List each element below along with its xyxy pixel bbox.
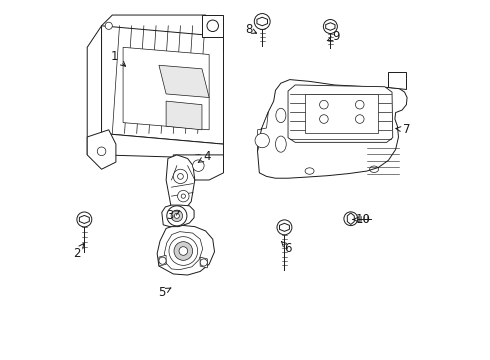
Polygon shape: [87, 130, 116, 169]
Polygon shape: [101, 134, 223, 158]
Polygon shape: [202, 15, 223, 37]
Polygon shape: [389, 72, 406, 89]
Circle shape: [97, 147, 106, 156]
Circle shape: [169, 237, 197, 265]
Circle shape: [167, 206, 187, 226]
Text: 2: 2: [73, 244, 84, 260]
Circle shape: [319, 100, 328, 109]
Text: 9: 9: [327, 30, 340, 43]
Polygon shape: [258, 80, 407, 178]
Circle shape: [105, 22, 112, 30]
Circle shape: [177, 190, 189, 202]
Circle shape: [179, 247, 188, 255]
Circle shape: [173, 169, 188, 184]
Circle shape: [171, 210, 183, 222]
Circle shape: [319, 115, 328, 123]
Polygon shape: [347, 213, 354, 225]
Polygon shape: [257, 17, 268, 26]
Circle shape: [200, 259, 207, 266]
Text: 3: 3: [166, 210, 179, 222]
Circle shape: [177, 174, 183, 179]
Polygon shape: [166, 155, 195, 211]
Polygon shape: [326, 23, 335, 30]
Polygon shape: [173, 155, 223, 180]
Polygon shape: [101, 26, 223, 144]
Polygon shape: [164, 231, 203, 270]
Polygon shape: [162, 205, 194, 226]
Text: 8: 8: [245, 23, 257, 36]
Text: 6: 6: [281, 242, 292, 255]
Text: 4: 4: [198, 150, 211, 163]
Circle shape: [355, 115, 364, 123]
Polygon shape: [305, 94, 378, 134]
Polygon shape: [123, 47, 209, 130]
Polygon shape: [101, 15, 223, 51]
Polygon shape: [157, 225, 215, 275]
Circle shape: [255, 134, 270, 148]
Polygon shape: [87, 26, 101, 155]
Circle shape: [207, 20, 219, 32]
Polygon shape: [193, 142, 203, 150]
Polygon shape: [258, 112, 269, 151]
Text: 5: 5: [158, 287, 171, 300]
Polygon shape: [200, 257, 207, 268]
Polygon shape: [288, 85, 393, 142]
Polygon shape: [159, 255, 166, 266]
Polygon shape: [79, 215, 89, 224]
Text: 1: 1: [110, 50, 125, 66]
Circle shape: [181, 194, 186, 198]
Circle shape: [174, 242, 193, 260]
Circle shape: [174, 213, 179, 219]
Polygon shape: [159, 65, 209, 98]
Circle shape: [159, 257, 166, 264]
Polygon shape: [279, 223, 290, 231]
Circle shape: [355, 100, 364, 109]
Text: 10: 10: [353, 213, 371, 226]
Polygon shape: [166, 101, 202, 130]
Text: 7: 7: [396, 123, 410, 136]
Circle shape: [193, 160, 204, 171]
